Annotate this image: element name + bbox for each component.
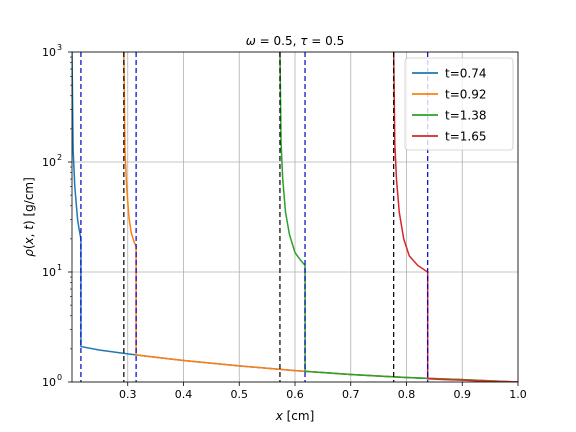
y-tick-exponent: 0 [57, 373, 62, 382]
x-axis-ticks: 0.3 0.4 0.5 0.6 0.7 0.8 0.9 1.0 [119, 382, 527, 401]
y-tick-exponent: 1 [57, 263, 62, 272]
legend: t=0.74 t=0.92 t=1.38 t=1.65 [404, 57, 514, 151]
legend-label-1: t=0.74 [445, 67, 486, 81]
legend-label-4: t=1.65 [445, 130, 486, 144]
series-line-4 [392, 52, 518, 382]
y-tick-label: 10 [42, 156, 56, 169]
y-tick-exponent: 2 [57, 153, 62, 162]
shock-markers [80, 52, 429, 382]
x-tick-label: 0.4 [175, 388, 193, 401]
x-axis-label: x [cm] [275, 409, 315, 423]
x-tick-label: 0.5 [231, 388, 249, 401]
chart-title: ω = 0.5, τ = 0.5 [246, 34, 344, 48]
y-tick-exponent: 3 [57, 43, 62, 52]
y-tick-label: 10 [42, 266, 56, 279]
y-axis-label: ρ(x, t) [g/cm] [22, 177, 36, 257]
x-tick-label: 0.6 [286, 388, 304, 401]
legend-label-2: t=0.92 [445, 88, 486, 102]
x-tick-label: 0.7 [342, 388, 360, 401]
series-lines [72, 52, 518, 382]
x-tick-label: 0.9 [454, 388, 472, 401]
x-tick-label: 0.8 [398, 388, 416, 401]
x-tick-label: 1.0 [509, 388, 527, 401]
y-tick-label: 10 [42, 376, 56, 389]
legend-label-3: t=1.38 [445, 109, 486, 123]
legend-box [404, 57, 514, 151]
y-tick-label: 10 [42, 46, 56, 59]
x-tick-label: 0.3 [119, 388, 137, 401]
